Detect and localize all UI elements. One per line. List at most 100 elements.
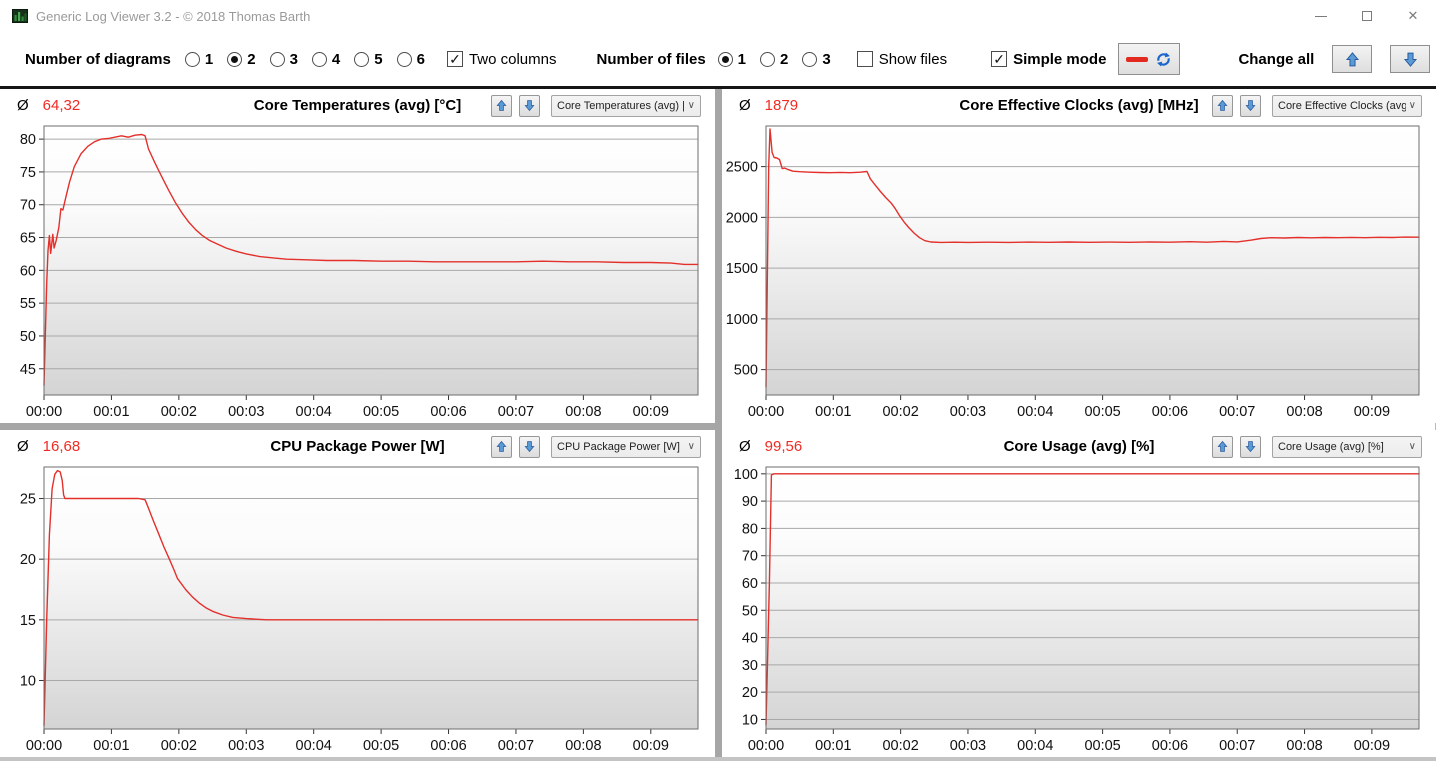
- checkbox-icon: [856, 51, 873, 67]
- svg-text:70: 70: [742, 549, 758, 565]
- chart-core-effective-clocks: 500 1000 1500 2000 2500 00:00 00:01 00:02 00:03 0…: [726, 125, 1420, 420]
- diagrams-radio-3[interactable]: 3: [269, 50, 298, 68]
- two-columns-checkbox[interactable]: ✓ Two columns: [446, 50, 557, 68]
- close-button[interactable]: ✕: [1390, 0, 1436, 32]
- diagrams-radio-1[interactable]: 1: [184, 51, 213, 68]
- svg-text:500: 500: [734, 363, 758, 379]
- svg-text:00:03: 00:03: [950, 738, 986, 754]
- svg-text:00:05: 00:05: [1084, 404, 1120, 420]
- svg-text:00:05: 00:05: [1084, 738, 1120, 754]
- panel-title: Core Effective Clocks (avg) [MHz]: [959, 97, 1199, 114]
- svg-text:65: 65: [20, 231, 36, 247]
- panel-cpu-package-power: Ø 16,68 CPU Package Power [W] CPU Packag…: [0, 430, 715, 757]
- svg-text:10: 10: [742, 712, 758, 728]
- chart-core-usage: 10 20 30 40 50 60 70 80 90 100 00:00 00:01 00:02 00:0…: [734, 466, 1420, 754]
- chart-area-cpu-package-power: 10 15 20 25 00:00 00:01 00:02 00:03 00:04 00:05 00…: [0, 463, 715, 757]
- metric-dropdown-value: Core Temperatures (avg) |: [557, 99, 685, 112]
- bottom-edge: [0, 757, 1436, 761]
- chart-area-core-usage: 10 20 30 40 50 60 70 80 90 100 00:00 00:01 00:02 00:0…: [722, 463, 1436, 757]
- svg-text:00:00: 00:00: [26, 404, 62, 420]
- change-all-up-button[interactable]: [1332, 45, 1373, 73]
- svg-text:00:05: 00:05: [363, 738, 399, 754]
- diagrams-radio-6[interactable]: 6: [396, 51, 425, 68]
- svg-text:00:06: 00:06: [1152, 738, 1188, 754]
- metric-dropdown-value: CPU Package Power [W]: [557, 440, 680, 453]
- files-radio-2[interactable]: 2: [760, 51, 788, 68]
- toolbar: Number of diagrams 1 2 3 4 5 6 ✓ Two columns N…: [0, 32, 1436, 86]
- move-up-button[interactable]: [491, 435, 512, 458]
- metric-dropdown[interactable]: Core Usage (avg) [%] ∨: [1272, 435, 1422, 458]
- chevron-down-icon: ∨: [687, 100, 695, 111]
- svg-text:70: 70: [20, 198, 36, 214]
- move-up-button[interactable]: [1212, 94, 1233, 117]
- diagrams-radio-2[interactable]: 2: [227, 51, 256, 68]
- line-style-refresh-button[interactable]: [1118, 43, 1181, 75]
- chevron-down-icon: ∨: [1408, 441, 1416, 452]
- metric-dropdown[interactable]: Core Effective Clocks (avg ∨: [1272, 94, 1422, 117]
- chevron-down-icon: ∨: [1408, 100, 1416, 111]
- svg-text:15: 15: [20, 613, 36, 629]
- move-down-button[interactable]: [1240, 94, 1261, 117]
- arrow-up-icon: [496, 99, 507, 111]
- svg-text:60: 60: [742, 576, 758, 592]
- avg-symbol: Ø: [739, 438, 751, 455]
- svg-text:00:07: 00:07: [1219, 404, 1255, 420]
- close-icon: ✕: [1407, 8, 1419, 23]
- svg-text:00:08: 00:08: [565, 404, 601, 420]
- maximize-icon: [1362, 11, 1372, 21]
- svg-text:00:09: 00:09: [633, 404, 669, 420]
- titlebar: Generic Log Viewer 3.2 - © 2018 Thomas B…: [0, 0, 1436, 32]
- arrow-up-icon: [1217, 99, 1228, 111]
- diagrams-radio-4[interactable]: 4: [311, 50, 341, 68]
- svg-text:00:08: 00:08: [1286, 404, 1322, 420]
- change-all-label: Change all: [1238, 50, 1315, 68]
- move-down-button[interactable]: [519, 435, 540, 458]
- svg-text:00:01: 00:01: [93, 738, 129, 754]
- metric-dropdown[interactable]: CPU Package Power [W] ∨: [551, 435, 701, 458]
- radio-label: 3: [289, 50, 298, 68]
- arrow-down-icon: [524, 100, 535, 112]
- chart-core-temperatures: 45 50 55 60 65 70 75 80 00:00 00:01 00:02 00:03 00:0…: [20, 125, 699, 420]
- files-radio-3[interactable]: 3: [802, 51, 831, 68]
- move-up-button[interactable]: [491, 94, 512, 117]
- diagrams-radio-5[interactable]: 5: [354, 50, 383, 68]
- svg-text:50: 50: [20, 329, 36, 345]
- svg-text:00:01: 00:01: [93, 404, 129, 420]
- show-files-checkbox[interactable]: Show files: [856, 50, 948, 68]
- move-down-button[interactable]: [519, 94, 540, 117]
- radio-label: 5: [374, 50, 383, 68]
- avg-value: 64,32: [42, 97, 81, 114]
- svg-text:60: 60: [20, 263, 36, 279]
- svg-text:00:03: 00:03: [950, 404, 986, 420]
- maximize-button[interactable]: [1344, 0, 1390, 32]
- radio-icon: [184, 51, 200, 67]
- move-up-button[interactable]: [1212, 435, 1233, 458]
- checkbox-label: Show files: [878, 50, 948, 68]
- radio-icon: [354, 51, 370, 67]
- chevron-down-icon: ∨: [687, 441, 695, 452]
- minimize-icon: [1315, 15, 1327, 17]
- radio-label: 4: [331, 50, 341, 68]
- svg-text:00:04: 00:04: [296, 738, 332, 754]
- minimize-button[interactable]: [1298, 0, 1344, 32]
- change-all-down-button[interactable]: [1390, 45, 1431, 73]
- charts-grid: Ø 64,32 Core Temperatures (avg) [°C] Cor…: [0, 89, 1436, 757]
- svg-text:1500: 1500: [726, 261, 758, 277]
- panel-header: Ø 1879 Core Effective Clocks (avg) [MHz]…: [722, 89, 1436, 122]
- app-icon: [12, 9, 28, 23]
- svg-text:00:07: 00:07: [1219, 738, 1255, 754]
- chart-area-core-temperatures: 45 50 55 60 65 70 75 80 00:00 00:01 00:02 00:03 00:0…: [0, 122, 715, 423]
- simple-mode-checkbox[interactable]: ✓ Simple mode: [991, 51, 1106, 68]
- svg-text:00:02: 00:02: [882, 404, 918, 420]
- checkbox-label: Two columns: [468, 50, 557, 68]
- panel-title: CPU Package Power [W]: [270, 438, 445, 455]
- move-down-button[interactable]: [1240, 435, 1261, 458]
- diagrams-radio-group: 1 2 3 4 5 6: [184, 50, 439, 68]
- metric-dropdown[interactable]: Core Temperatures (avg) | ∨: [551, 94, 701, 117]
- horizontal-splitter[interactable]: [0, 423, 715, 430]
- vertical-splitter[interactable]: [715, 89, 722, 757]
- panel-header: Ø 99,56 Core Usage (avg) [%] Core Usage …: [722, 430, 1436, 463]
- files-radio-1[interactable]: 1: [717, 51, 746, 68]
- svg-text:00:02: 00:02: [161, 404, 197, 420]
